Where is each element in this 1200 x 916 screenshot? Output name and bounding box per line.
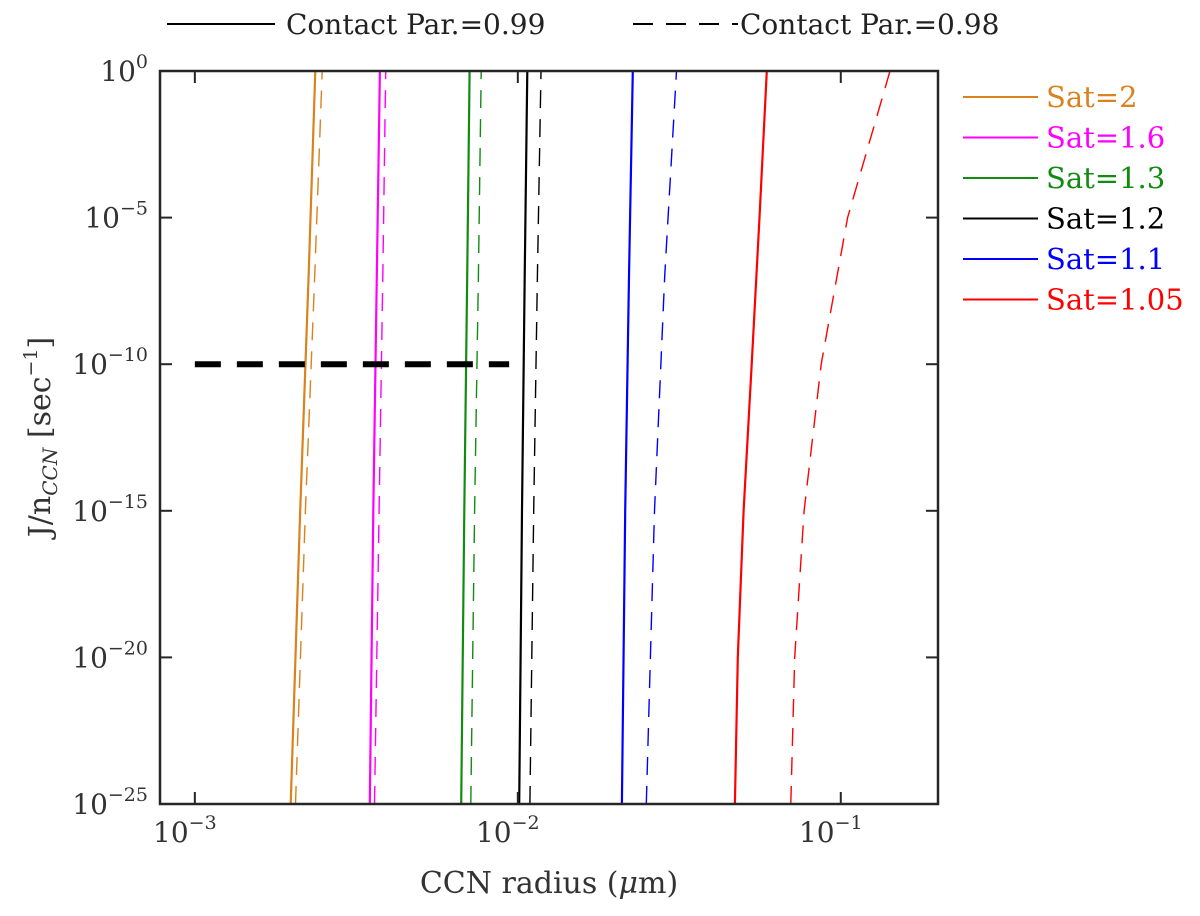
tick-layer: 10−3 10−2 10−1 100 10−5 10−10 10−15 10−20 10−25 xyxy=(72,51,938,849)
style-legend-dashed-label: Contact Par.=0.98 xyxy=(740,8,999,41)
series-0-dashed-line xyxy=(294,70,323,805)
series-1-dashed-line xyxy=(373,70,387,805)
style-legend: Contact Par.=0.99 Contact Par.=0.98 xyxy=(167,8,999,41)
series-layer xyxy=(289,70,891,805)
x-tick-label-1: 10−2 xyxy=(476,812,540,849)
series-2-solid-line xyxy=(460,70,471,805)
legend-label-2: Sat=1.3 xyxy=(1046,161,1165,195)
series-2-dashed-line xyxy=(470,70,482,805)
x-tick-label-2: 10−1 xyxy=(799,812,863,849)
series-legend: Sat=2 Sat=1.6 Sat=1.3 Sat=1.2 Sat=1.1 Sat=1.0… xyxy=(963,80,1184,317)
plot-area xyxy=(160,71,938,804)
legend-label-4: Sat=1.1 xyxy=(1046,242,1165,276)
series-0-solid-line xyxy=(289,70,317,805)
y-tick-label-2: 10−10 xyxy=(72,344,148,381)
plot-frame xyxy=(158,69,940,806)
y-tick-label-4: 10−20 xyxy=(72,637,148,674)
legend-label-0: Sat=2 xyxy=(1046,80,1138,114)
series-5-dashed-line xyxy=(790,70,891,805)
x-axis-title: CCN radius (μm) xyxy=(420,866,678,901)
x-tick-label-0: 10−3 xyxy=(153,812,217,849)
series-3-solid-line xyxy=(518,70,529,805)
series-4-dashed-line xyxy=(645,70,678,805)
style-legend-solid-label: Contact Par.=0.99 xyxy=(286,8,545,41)
series-4-solid-line xyxy=(620,70,634,805)
y-tick-label-5: 10−25 xyxy=(72,784,148,821)
series-5-solid-line xyxy=(733,70,768,805)
legend-label-3: Sat=1.2 xyxy=(1046,202,1165,236)
y-axis-title: J/nCCN [sec−1] xyxy=(20,337,62,541)
y-tick-label-0: 100 xyxy=(100,51,148,88)
legend-label-5: Sat=1.05 xyxy=(1046,283,1184,317)
y-tick-label-3: 10−15 xyxy=(72,491,148,528)
series-3-dashed-line xyxy=(529,70,542,805)
series-1-solid-line xyxy=(368,70,381,805)
legend-label-1: Sat=1.6 xyxy=(1046,121,1165,155)
y-tick-label-1: 10−5 xyxy=(84,198,148,235)
